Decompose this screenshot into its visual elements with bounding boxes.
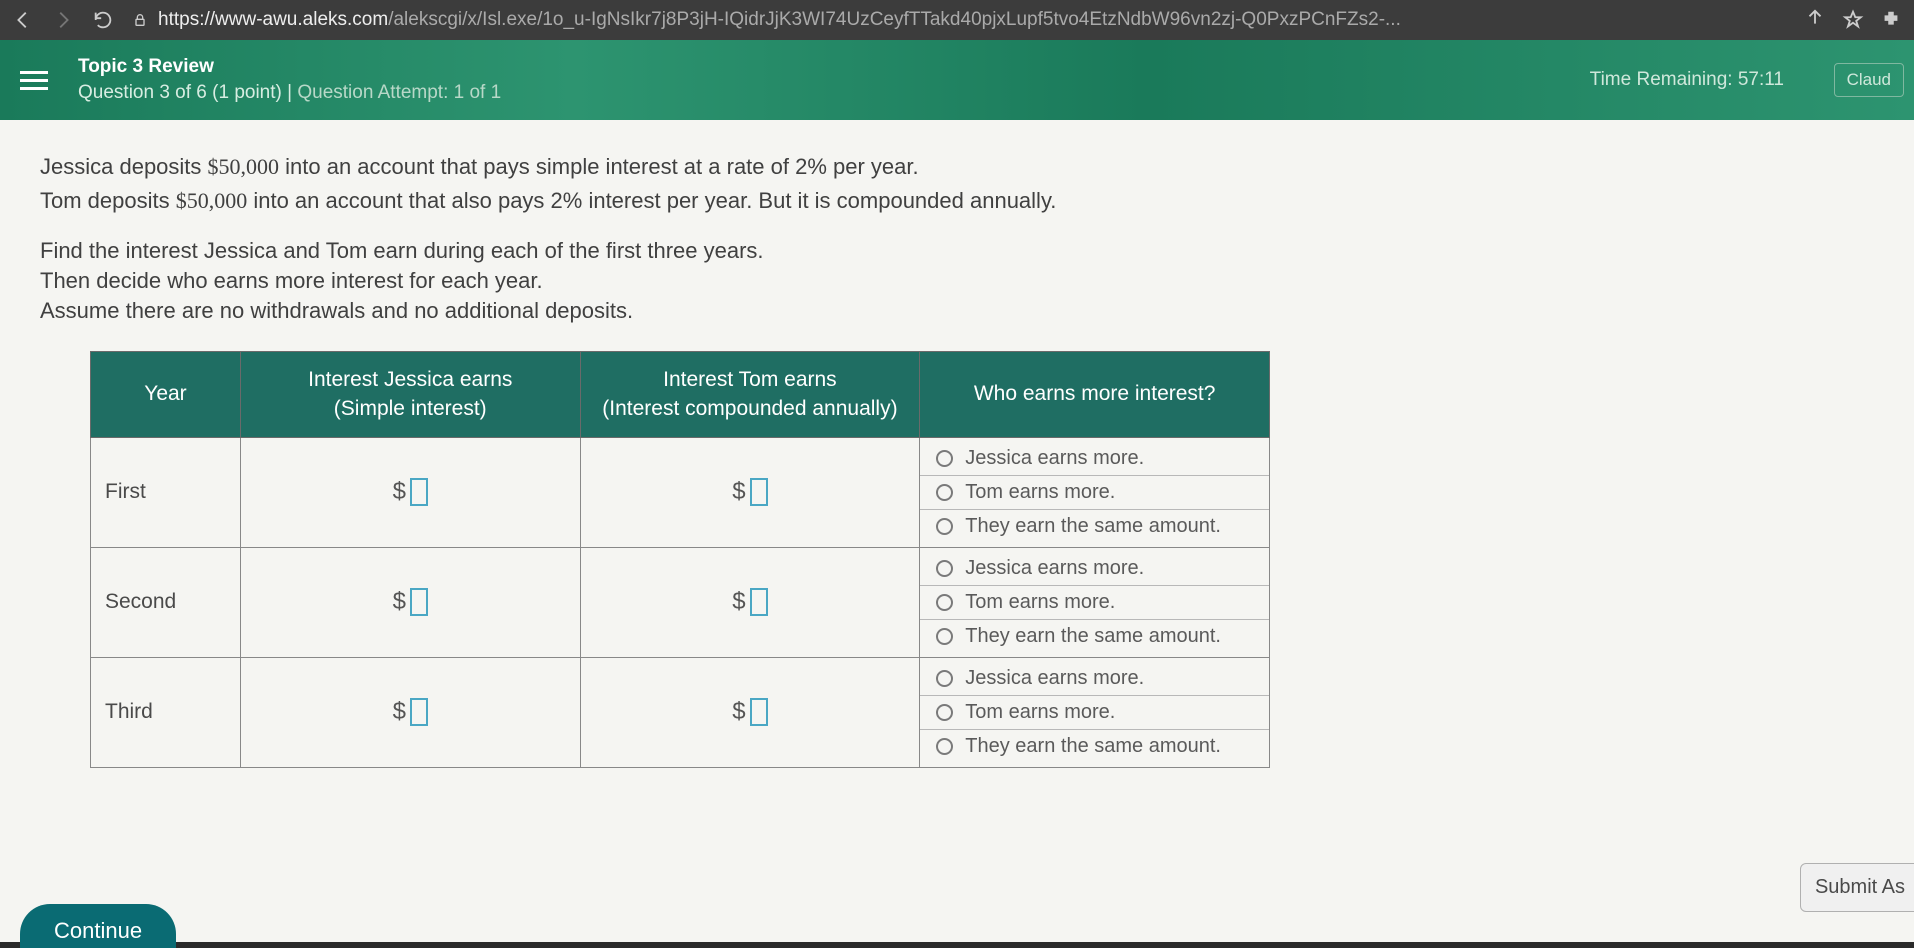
radio-icon [936,594,953,611]
user-button[interactable]: Claud [1834,63,1904,97]
radio-icon [936,450,953,467]
radio-group: Jessica earns more. Tom earns more. They… [920,547,1270,657]
year-label: Third [91,657,241,767]
question-label: Question 3 of 6 (1 point) [78,82,282,103]
share-icon[interactable] [1804,9,1826,31]
header-text: Topic 3 Review Question 3 of 6 (1 point)… [78,56,501,104]
nav-buttons [12,9,114,31]
year-label: Second [91,547,241,657]
radio-option[interactable]: Tom earns more. [920,696,1269,730]
radio-option[interactable]: They earn the same amount. [920,620,1269,653]
tom-input-cell: $ [580,437,920,547]
radio-group: Jessica earns more. Tom earns more. They… [920,437,1270,547]
radio-option[interactable]: Jessica earns more. [920,662,1269,696]
col-who: Who earns more interest? [920,352,1270,438]
interest-table: Year Interest Jessica earns (Simple inte… [90,351,1270,768]
year-label: First [91,437,241,547]
radio-icon [936,704,953,721]
tom-input-cell: $ [580,657,920,767]
money-input[interactable]: $ [393,588,428,616]
topic-title: Topic 3 Review [78,56,501,78]
jessica-input-cell: $ [240,437,580,547]
col-tom: Interest Tom earns (Interest compounded … [580,352,920,438]
money-input[interactable]: $ [732,478,767,506]
problem-content: Jessica deposits $50,000 into an account… [0,120,1914,942]
col-year: Year [91,352,241,438]
money-input[interactable]: $ [393,478,428,506]
radio-icon [936,628,953,645]
app-header: Topic 3 Review Question 3 of 6 (1 point)… [0,40,1914,120]
tom-input-cell: $ [580,547,920,657]
url-text: https://www-awu.aleks.com/alekscgi/x/Isl… [158,9,1401,31]
radio-option[interactable]: Jessica earns more. [920,552,1269,586]
timer-value: 57:11 [1738,69,1784,90]
money-input[interactable]: $ [393,698,428,726]
attempt-label: Question Attempt: 1 of 1 [297,82,501,103]
time-remaining: Time Remaining: 57:11 [1590,69,1784,91]
col-jessica: Interest Jessica earns (Simple interest) [240,352,580,438]
table-row: First $ $ Jessica earns more. Tom earns … [91,437,1270,547]
table-row: Second $ $ Jessica earns more. Tom earns… [91,547,1270,657]
radio-icon [936,738,953,755]
radio-icon [936,518,953,535]
browser-toolbar: https://www-awu.aleks.com/alekscgi/x/Isl… [0,0,1914,40]
radio-option[interactable]: Tom earns more. [920,586,1269,620]
forward-icon[interactable] [52,9,74,31]
table-row: Third $ $ Jessica earns more. Tom earns … [91,657,1270,767]
reload-icon[interactable] [92,9,114,31]
back-icon[interactable] [12,9,34,31]
radio-option[interactable]: Tom earns more. [920,476,1269,510]
radio-group: Jessica earns more. Tom earns more. They… [920,657,1270,767]
jessica-input-cell: $ [240,657,580,767]
radio-option[interactable]: They earn the same amount. [920,510,1269,543]
address-bar[interactable]: https://www-awu.aleks.com/alekscgi/x/Isl… [132,9,1786,31]
continue-button[interactable]: Continue [20,904,176,948]
radio-icon [936,484,953,501]
radio-option[interactable]: They earn the same amount. [920,730,1269,763]
problem-statement: Jessica deposits $50,000 into an account… [40,150,1874,218]
radio-icon [936,560,953,577]
money-input[interactable]: $ [732,588,767,616]
extensions-icon[interactable] [1880,9,1902,31]
submit-button[interactable]: Submit As [1800,863,1914,912]
jessica-input-cell: $ [240,547,580,657]
menu-icon[interactable] [20,66,48,95]
question-info: Question 3 of 6 (1 point) | Question Att… [78,82,501,104]
instructions: Find the interest Jessica and Tom earn d… [40,236,1874,325]
star-icon[interactable] [1842,9,1864,31]
money-input[interactable]: $ [732,698,767,726]
radio-option[interactable]: Jessica earns more. [920,442,1269,476]
radio-icon [936,670,953,687]
browser-right-icons [1804,9,1902,31]
lock-icon [132,12,148,28]
